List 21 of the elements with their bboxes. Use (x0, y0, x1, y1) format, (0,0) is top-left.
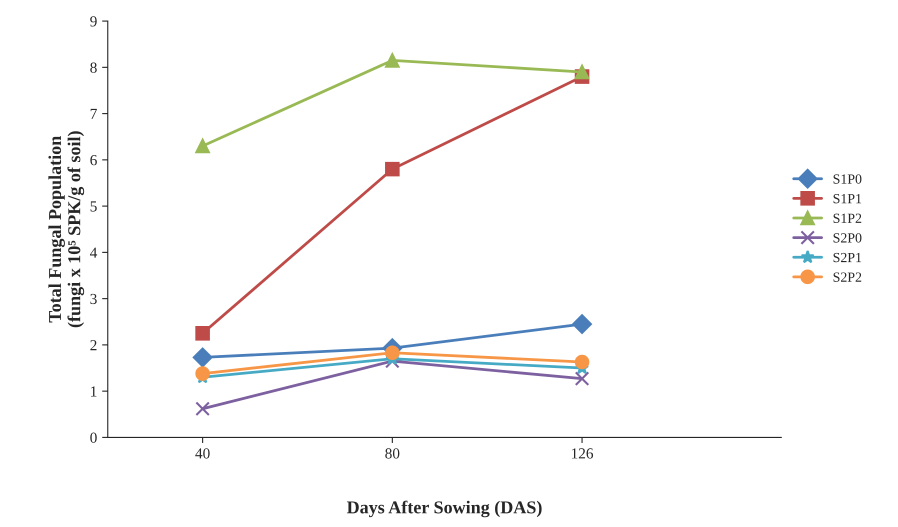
y-tick-label: 7 (90, 108, 97, 119)
y-tick-label: 2 (90, 340, 96, 350)
x-tick-label: 126 (572, 448, 594, 459)
legend-label: S1P2 (834, 214, 862, 223)
legend-label: S1P1 (834, 194, 862, 204)
y-tick-label: 0 (90, 432, 97, 443)
y-tick-label: 3 (90, 294, 97, 304)
y-tick-label: 9 (90, 16, 97, 27)
legend-label: S2P1 (834, 252, 862, 262)
y-tick-label: 4 (90, 248, 98, 258)
y-tick-label: 5 (90, 201, 97, 212)
y-tick-label: 6 (90, 155, 97, 166)
y-tick-label: 8 (90, 62, 97, 73)
x-tick-label: 40 (195, 448, 210, 459)
legend-label: S2P0 (834, 233, 862, 243)
y-tick-label: 1 (91, 386, 96, 396)
legend-label: S2P2 (834, 272, 862, 282)
x-axis-title: Days After Sowing (DAS) (346, 500, 542, 518)
x-tick-label: 80 (385, 448, 400, 459)
y-axis-title: Total Fungal Population (fungi x 10⁵ SPK/g of soil) (48, 131, 84, 328)
legend-label: S1P0 (834, 174, 862, 184)
